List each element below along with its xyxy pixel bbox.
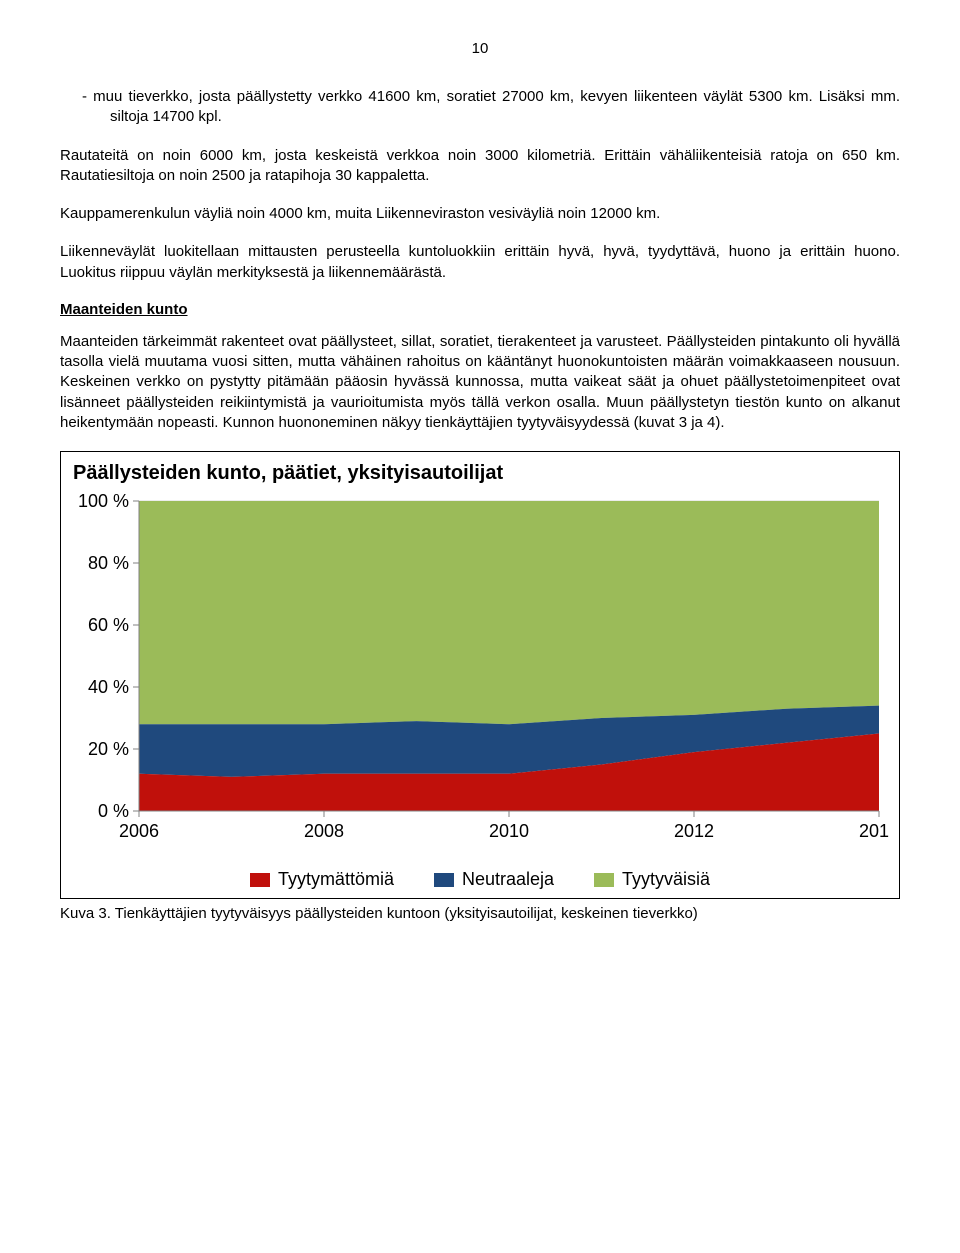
paragraph-roads: Maanteiden tärkeimmät rakenteet ovat pää… — [60, 332, 900, 433]
legend-item: Tyytymättömiä — [250, 869, 394, 890]
legend-label: Tyytymättömiä — [278, 869, 394, 890]
legend-item: Tyytyväisiä — [594, 869, 710, 890]
paragraph-classification: Liikenneväylät luokitellaan mittausten p… — [60, 242, 900, 283]
svg-text:2008: 2008 — [304, 821, 344, 841]
paragraph-water: Kauppamerenkulun väyliä noin 4000 km, mu… — [60, 204, 900, 224]
paragraph-rail: Rautateitä on noin 6000 km, josta keskei… — [60, 146, 900, 187]
legend-label: Tyytyväisiä — [622, 869, 710, 890]
legend-swatch — [594, 873, 614, 887]
svg-text:80 %: 80 % — [88, 553, 129, 573]
svg-text:2014: 2014 — [859, 821, 889, 841]
legend-item: Neutraaleja — [434, 869, 554, 890]
page-number: 10 — [60, 40, 900, 57]
legend-swatch — [434, 873, 454, 887]
svg-text:2010: 2010 — [489, 821, 529, 841]
svg-text:0 %: 0 % — [98, 801, 129, 821]
svg-text:60 %: 60 % — [88, 615, 129, 635]
bullet-item: - muu tieverkko, josta päällystetty verk… — [60, 87, 900, 128]
chart-svg: 0 % 20 % 40 % 60 % 80 % 100 % 2006 2008 2010 2012… — [69, 491, 889, 851]
section-heading: Maanteiden kunto — [60, 301, 900, 318]
svg-text:2006: 2006 — [119, 821, 159, 841]
figure-caption: Kuva 3. Tienkäyttäjien tyytyväisyys pääl… — [60, 905, 900, 922]
chart-legend: Tyytymättömiä Neutraaleja Tyytyväisiä — [69, 869, 891, 890]
svg-text:100 %: 100 % — [78, 491, 129, 511]
svg-text:2012: 2012 — [674, 821, 714, 841]
legend-swatch — [250, 873, 270, 887]
chart-title: Päällysteiden kunto, päätiet, yksityisau… — [73, 462, 891, 485]
area-chart: Päällysteiden kunto, päätiet, yksityisau… — [60, 451, 900, 899]
svg-text:40 %: 40 % — [88, 677, 129, 697]
svg-text:20 %: 20 % — [88, 739, 129, 759]
legend-label: Neutraaleja — [462, 869, 554, 890]
